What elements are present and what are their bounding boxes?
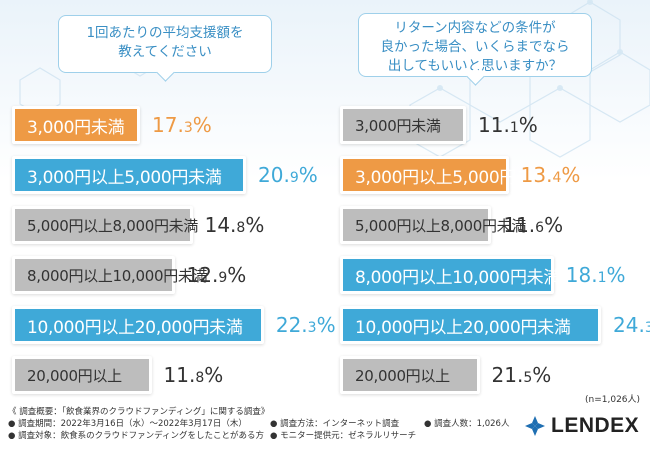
value-integer: 14. xyxy=(204,213,237,237)
bar-value-label: 14.8% xyxy=(205,206,265,244)
lendex-logo-text: LENDEX xyxy=(551,414,640,437)
bar-category-label: 20,000円以上 xyxy=(355,366,450,385)
value-integer: 12. xyxy=(186,263,219,287)
left-question-line-2: 教えてください xyxy=(118,44,212,60)
survey-method: ● 調査方法：インターネット調査 xyxy=(270,419,400,429)
bar-category-label: 8,000円以上10,000円未満 xyxy=(355,267,561,288)
survey-period: ● 調査期間：2022年3月16日（水）〜2022年3月17日（木） xyxy=(8,419,247,429)
bar-category-label: 3,000円以上5,000円未満 xyxy=(27,167,222,188)
bar-right-1: 3,000円以上5,000円未満 xyxy=(340,156,550,194)
bar-category-label: 8,000円以上10,000円未満 xyxy=(27,266,208,285)
value-integer: 11. xyxy=(478,113,510,137)
value-integer: 21. xyxy=(491,363,524,387)
value-decimal: 1 xyxy=(509,120,519,136)
value-decimal: 4 xyxy=(552,170,562,186)
bar-value-label: 24.3% xyxy=(613,306,650,344)
right-question-bubble: リターン内容などの条件が 良かった場合、いくらまでなら 出してもいいと思いますか… xyxy=(358,13,592,86)
bar-left-5: 20,000円以上 xyxy=(12,356,152,394)
bar-value-label: 11.8% xyxy=(164,356,224,394)
value-percent: % xyxy=(316,313,336,337)
value-percent: % xyxy=(561,163,581,187)
survey-count: ● 調査人数：1,026人 xyxy=(424,419,510,429)
bar-category-label: 3,000円未満 xyxy=(27,117,125,138)
bar-value-label: 11.1% xyxy=(478,106,538,144)
value-integer: 22. xyxy=(275,313,308,337)
bar-right-4: 10,000円以上20,000円未満 xyxy=(340,306,601,344)
value-decimal: 6 xyxy=(535,220,545,236)
bar-right-3: 8,000円以上10,000円未満 xyxy=(340,256,560,294)
bar-category-label: 3,000円未満 xyxy=(355,116,441,135)
lendex-logo: LENDEX xyxy=(524,414,639,438)
value-percent: % xyxy=(518,113,538,137)
value-decimal: 9 xyxy=(289,170,299,186)
bar-left-4: 10,000円以上20,000円未満 xyxy=(12,306,264,344)
bar-value-label: 11.6% xyxy=(503,206,563,244)
value-decimal: 9 xyxy=(218,270,228,286)
bar-right-2: 5,000円以上8,000円未満 xyxy=(340,206,526,244)
value-percent: % xyxy=(245,213,265,237)
bar-value-label: 18.1% xyxy=(566,256,626,294)
value-decimal: 3 xyxy=(307,320,317,336)
right-question-line-3: 出してもいいと思いますか？ xyxy=(359,57,591,76)
value-integer: 24. xyxy=(613,313,645,337)
survey-target: ● 調査対象：飲食系のクラウドファンディングをしたことがある方 xyxy=(8,431,265,441)
bar-left-2: 5,000円以上8,000円未満 xyxy=(12,206,198,244)
bar-left-1: 3,000円以上5,000円未満 xyxy=(12,156,246,194)
value-decimal: 3 xyxy=(183,120,193,136)
right-question-line-1: リターン内容などの条件が xyxy=(394,20,556,36)
bar-value-label: 20.9% xyxy=(258,156,318,194)
survey-provider: ● モニター提供元：ゼネラルリサーチ xyxy=(270,431,417,441)
value-integer: 17. xyxy=(152,113,184,137)
value-decimal: 5 xyxy=(523,370,533,386)
bar-value-label: 12.9% xyxy=(187,256,247,294)
value-percent: % xyxy=(544,213,564,237)
value-integer: 18. xyxy=(565,263,598,287)
value-integer: 20. xyxy=(258,163,290,187)
value-percent: % xyxy=(532,363,552,387)
bar-right-0: 3,000円未満 xyxy=(340,106,466,144)
value-decimal: 3 xyxy=(644,320,650,336)
bar-left-3: 8,000円以上10,000円未満 xyxy=(12,256,208,294)
bar-value-label: 22.3% xyxy=(276,306,336,344)
left-question-bubble: 1回あたりの平均支援額を 教えてください xyxy=(58,15,272,82)
bar-right-5: 20,000円以上 xyxy=(340,356,480,394)
lendex-logo-icon xyxy=(525,416,545,436)
bar-category-label: 10,000円以上20,000円未満 xyxy=(27,317,243,338)
bar-category-label: 10,000円以上20,000円未満 xyxy=(355,317,571,338)
bar-category-label: 20,000円以上 xyxy=(27,366,122,385)
value-percent: % xyxy=(192,113,212,137)
bar-category-label: 3,000円以上5,000円未満 xyxy=(355,167,550,188)
bar-value-label: 13.4% xyxy=(521,156,581,194)
value-integer: 11. xyxy=(163,363,196,387)
bar-category-label: 5,000円以上8,000円未満 xyxy=(355,216,527,235)
value-percent: % xyxy=(204,363,224,387)
value-integer: 13. xyxy=(520,163,553,187)
right-question-line-2: 良かった場合、いくらまでなら xyxy=(380,39,570,55)
left-question-line-1: 1回あたりの平均支援額を xyxy=(86,25,244,41)
value-percent: % xyxy=(298,163,318,187)
value-decimal: 8 xyxy=(236,220,246,236)
survey-overview: 《 調査概要：「飲食業界のクラウドファンディング」に関する調査》 xyxy=(8,407,270,417)
value-integer: 11. xyxy=(503,213,536,237)
sample-size-note: (n=1,026人) xyxy=(585,395,641,405)
bar-left-0: 3,000円未満 xyxy=(12,106,140,144)
bar-value-label: 17.3% xyxy=(152,106,212,144)
bar-category-label: 5,000円以上8,000円未満 xyxy=(27,216,199,235)
value-percent: % xyxy=(227,263,247,287)
bar-value-label: 21.5% xyxy=(492,356,552,394)
value-decimal: 1 xyxy=(597,270,607,286)
value-percent: % xyxy=(606,263,626,287)
value-decimal: 8 xyxy=(195,370,205,386)
